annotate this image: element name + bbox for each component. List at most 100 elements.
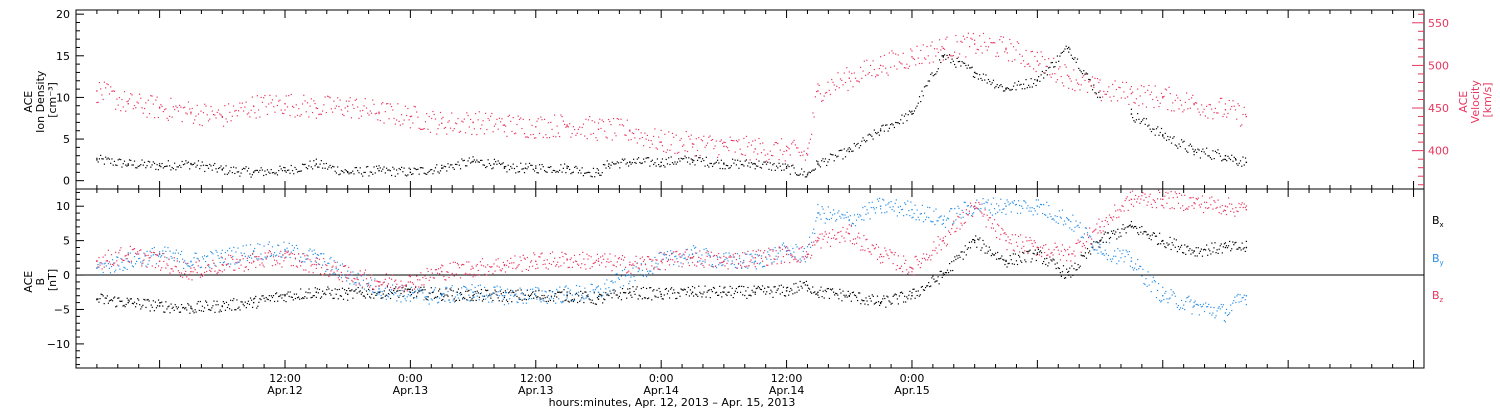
bz-series-sample — [271, 265, 274, 267]
top-left-tick-label: 5 — [63, 133, 70, 146]
velocity-series-sample — [1073, 69, 1075, 71]
velocity-series-sample — [646, 134, 648, 137]
by-series-sample — [125, 258, 127, 260]
velocity-series-sample — [1081, 76, 1084, 78]
bz-series-sample — [276, 260, 278, 262]
density-series-sample — [270, 168, 272, 171]
bz-series-sample — [538, 256, 540, 258]
density-series-sample — [328, 166, 330, 168]
bz-series-sample — [125, 254, 127, 257]
density-series-sample — [449, 164, 452, 166]
bz-series-sample — [225, 263, 228, 266]
bx-series-sample — [629, 288, 631, 290]
bz-series-sample — [214, 270, 216, 272]
velocity-series-sample — [179, 104, 181, 106]
bx-series-sample — [409, 288, 411, 290]
velocity-series-sample — [1217, 112, 1219, 114]
by-series — [96, 197, 1248, 323]
velocity-series-sample — [116, 98, 118, 100]
density-series-tail-sample — [1243, 164, 1245, 166]
bx-series-sample — [1239, 247, 1241, 249]
bx-series-sample — [524, 294, 526, 296]
bx-series-sample — [804, 284, 806, 286]
bx-series-sample — [1073, 268, 1075, 270]
density-series-sample — [770, 169, 773, 171]
by-series-sample — [1108, 242, 1111, 244]
bz-series-sample — [429, 276, 431, 278]
bx-series-sample — [791, 289, 793, 291]
bz-series-sample — [445, 279, 447, 281]
bx-series-sample — [665, 287, 668, 290]
velocity-series-sample — [979, 35, 981, 37]
by-series-sample — [688, 254, 690, 256]
velocity-series-sample — [234, 110, 236, 112]
bx-series-sample — [1067, 271, 1069, 273]
velocity-series-sample — [584, 135, 586, 137]
bz-series-sample — [364, 269, 367, 271]
by-series-sample — [984, 207, 986, 209]
density-series-sample — [974, 76, 976, 79]
density-series-sample — [839, 149, 842, 151]
by-series-sample — [451, 285, 453, 287]
density-series-tail-sample — [1226, 160, 1228, 162]
density-series-sample — [597, 169, 600, 171]
bz-series-sample — [646, 256, 649, 258]
by-series-sample — [147, 263, 149, 265]
top-x-ticks — [96, 10, 1415, 189]
density-series-sample — [962, 62, 964, 64]
bx-series-sample — [905, 301, 907, 303]
bx-series-sample — [811, 292, 813, 294]
density-series-sample — [335, 172, 338, 174]
density-series-sample — [848, 147, 850, 149]
density-series-sample — [590, 175, 592, 177]
density-series-sample — [457, 161, 459, 163]
bz-series-sample — [397, 288, 399, 290]
velocity-series-sample — [329, 97, 331, 99]
by-series-sample — [1238, 301, 1240, 303]
by-series-sample — [1052, 218, 1054, 220]
bz-series-sample — [396, 283, 398, 285]
density-series-sample — [979, 74, 981, 76]
density-series-sample — [438, 172, 440, 174]
by-series-sample — [612, 282, 614, 284]
by-series-sample — [718, 264, 720, 266]
bz-series-sample — [219, 270, 221, 272]
bz-series-sample — [618, 257, 620, 259]
by-series-sample — [816, 217, 818, 219]
velocity-series-sample — [1238, 105, 1240, 107]
bz-series-sample — [621, 255, 624, 257]
by-series-sample — [730, 263, 732, 265]
density-series-sample — [1021, 88, 1023, 90]
bz-series-sample — [589, 267, 591, 269]
density-series-sample — [374, 172, 376, 174]
bx-series-sample — [846, 296, 848, 298]
by-series-sample — [930, 220, 932, 222]
velocity-series-sample — [753, 151, 755, 153]
velocity-series-sample — [962, 35, 964, 37]
by-series-sample — [580, 299, 582, 301]
bx-series-sample — [706, 291, 708, 293]
velocity-series-sample — [408, 119, 410, 121]
bz-series-sample — [415, 285, 417, 288]
bz-series-sample — [501, 268, 503, 270]
density-series-sample — [762, 163, 764, 165]
velocity-series-sample — [759, 143, 761, 145]
velocity-series-sample — [96, 101, 98, 104]
velocity-series-sample — [627, 139, 630, 141]
by-series-sample — [445, 286, 447, 288]
by-series-sample — [367, 282, 370, 284]
velocity-series-sample — [960, 40, 962, 42]
bx-series-sample — [1026, 250, 1028, 253]
bx-series-sample — [202, 310, 205, 312]
bx-series-sample — [717, 294, 719, 296]
bx-series-sample — [509, 291, 511, 293]
velocity-series-sample — [941, 45, 943, 48]
density-series-sample — [743, 165, 745, 167]
by-series-sample — [552, 297, 555, 300]
by-series-sample — [509, 298, 511, 300]
density-series-sample — [412, 173, 414, 175]
velocity-series-sample — [705, 144, 707, 146]
by-series-sample — [278, 244, 280, 247]
density-series-tail-sample — [1217, 149, 1219, 151]
bx-series-sample — [450, 289, 452, 291]
